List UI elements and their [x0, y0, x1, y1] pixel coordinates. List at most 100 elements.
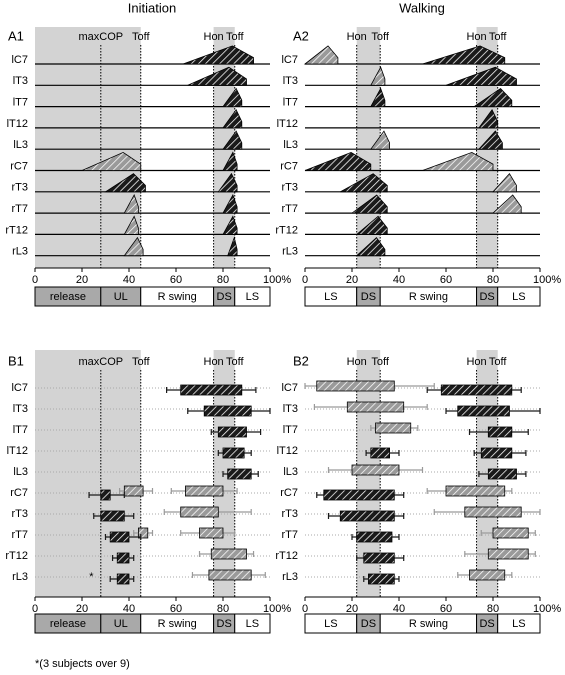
row-label: lL3	[283, 466, 298, 478]
x-tick-label: 20	[76, 274, 88, 286]
event-label: Toff	[226, 31, 244, 43]
x-tick-label: 0	[302, 603, 308, 615]
row-label: rC7	[280, 160, 298, 172]
phase-label: release	[50, 291, 86, 303]
row-label: lT7	[283, 97, 298, 109]
burst	[222, 215, 238, 235]
interval-bar	[375, 422, 412, 434]
x-tick-label: 20	[76, 603, 88, 615]
row-label: rT12	[5, 550, 28, 562]
x-tick-label: 80	[487, 603, 499, 615]
event-label: Hon	[204, 31, 224, 43]
row-label: lC7	[11, 382, 28, 394]
burst	[222, 87, 243, 107]
interval-bar	[180, 384, 243, 396]
interval-bar	[222, 447, 245, 459]
interval-bar	[137, 527, 149, 539]
phase-label: DS	[217, 618, 232, 630]
interval-bar	[180, 506, 219, 518]
interval-bar	[109, 531, 130, 543]
interval-bar	[469, 569, 506, 581]
row-label: lT3	[283, 403, 298, 415]
burst	[303, 45, 339, 65]
phase-label: R swing	[158, 618, 197, 630]
row-label: lC7	[11, 54, 28, 66]
interval-bar	[480, 447, 513, 459]
row-label: rL3	[282, 246, 298, 258]
row-label: lL3	[13, 466, 28, 478]
phase-label: LS	[246, 291, 259, 303]
row-label: lT3	[283, 75, 298, 87]
burst	[445, 66, 517, 86]
x-tick-label: 60	[170, 603, 182, 615]
interval-bar	[339, 510, 395, 522]
row-label: lT12	[277, 445, 298, 457]
phase-label: DS	[361, 618, 376, 630]
phase-segment	[497, 613, 541, 634]
row-label: rT12	[5, 224, 28, 236]
interval-bar	[346, 401, 405, 413]
x-tick-label: 20	[346, 603, 358, 615]
phase-label: DS	[361, 291, 376, 303]
event-label: Hon	[347, 31, 367, 43]
burst	[182, 45, 254, 65]
interval-bar	[123, 485, 144, 497]
burst	[217, 172, 238, 193]
shaded-region	[35, 27, 141, 268]
x-tick-label: 20	[346, 274, 358, 286]
burst	[370, 130, 390, 150]
burst	[370, 87, 386, 107]
row-label: rT3	[282, 508, 299, 520]
burst	[222, 151, 238, 171]
row-label: lT7	[283, 424, 298, 436]
x-tick-label: 40	[123, 603, 135, 615]
phase-label: DS	[217, 291, 232, 303]
x-tick-label: 100%	[533, 274, 561, 286]
phase-segment	[497, 286, 541, 307]
phase-label: R swing	[409, 618, 448, 630]
row-label: rT7	[282, 203, 299, 215]
x-tick-label: 0	[302, 274, 308, 286]
phase-label: DS	[479, 291, 494, 303]
row-label: rT3	[12, 508, 29, 520]
row-label: rC7	[10, 487, 28, 499]
interval-bar	[116, 552, 130, 564]
burst	[355, 215, 388, 235]
phase-segment	[234, 613, 271, 634]
row-label: rC7	[10, 160, 28, 172]
row-label: rL3	[12, 246, 28, 258]
interval-bar	[363, 552, 395, 564]
event-label: Hon	[347, 356, 367, 368]
burst	[81, 151, 142, 171]
interval-bar	[100, 489, 111, 501]
interval-bar	[492, 527, 529, 539]
row-label: rT7	[282, 529, 299, 541]
event-label: Hon	[466, 356, 486, 368]
burst	[472, 87, 513, 107]
burst	[123, 215, 139, 235]
row-label: rT7	[12, 529, 29, 541]
x-tick-label: 40	[393, 603, 405, 615]
event-label: Toff	[489, 356, 507, 368]
event-label: Toff	[371, 356, 389, 368]
row-label: rC7	[280, 487, 298, 499]
burst	[491, 194, 522, 214]
burst	[422, 45, 506, 65]
x-tick-label: 40	[123, 274, 135, 286]
burst	[492, 173, 517, 193]
x-tick-label: 40	[393, 274, 405, 286]
row-label: rL3	[12, 571, 28, 583]
interval-bar	[351, 464, 400, 476]
burst	[222, 194, 238, 214]
row-label: rT12	[275, 550, 298, 562]
row-label: lL3	[283, 139, 298, 151]
panel-label: B2	[293, 353, 309, 368]
interval-bar	[208, 569, 252, 581]
row-label: lT12	[7, 445, 28, 457]
interval-bar	[368, 573, 395, 585]
panel: B1 maxCOP Toff Hon TofflC7lT3lT7lT12lL3rC7rT…	[5, 350, 291, 634]
panel: A1 maxCOP Toff Hon TofflC7lT3lT7lT12lL3rC7rT…	[5, 27, 291, 307]
phase-label: LS	[324, 618, 337, 630]
panel: B2 Hon Toff Hon TofflC7lT3lT7lT12lL3rC7rT3rT…	[275, 350, 561, 634]
burst	[222, 130, 243, 150]
